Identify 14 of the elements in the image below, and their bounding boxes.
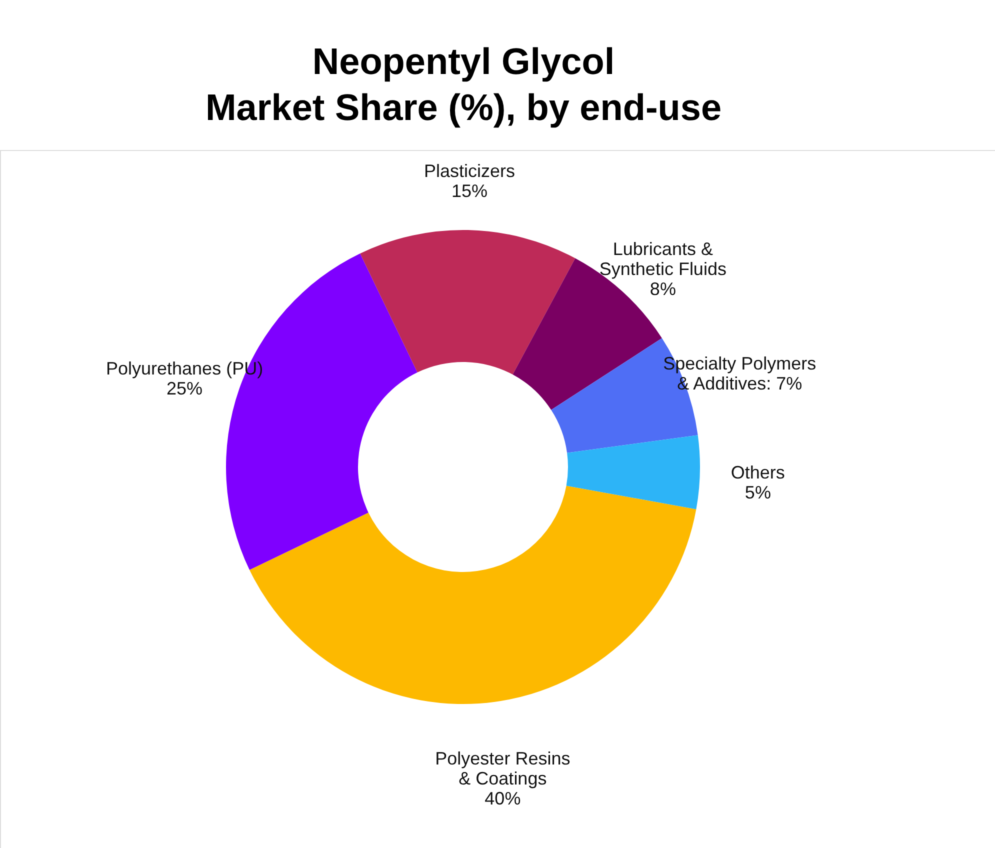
- slice-label: Lubricants & Synthetic Fluids: [599, 239, 726, 280]
- data-label: 8%: [650, 279, 676, 300]
- slice-label: Plasticizers: [424, 161, 516, 182]
- slice-label: Polyester Resins & Coatings: [435, 748, 570, 788]
- data-label: 25%: [166, 378, 203, 399]
- donut-slice: [250, 486, 696, 704]
- donut-slice: [226, 254, 418, 570]
- data-label: 5%: [744, 482, 771, 503]
- donut-slice: [360, 230, 576, 375]
- chart-title: Neopentyl Glycol Market Share (%), by end-use: [205, 41, 722, 128]
- data-label: 15%: [452, 181, 488, 202]
- donut-slice: [566, 435, 700, 510]
- slice-label: Others: [730, 462, 785, 483]
- data-label: 40%: [484, 788, 521, 808]
